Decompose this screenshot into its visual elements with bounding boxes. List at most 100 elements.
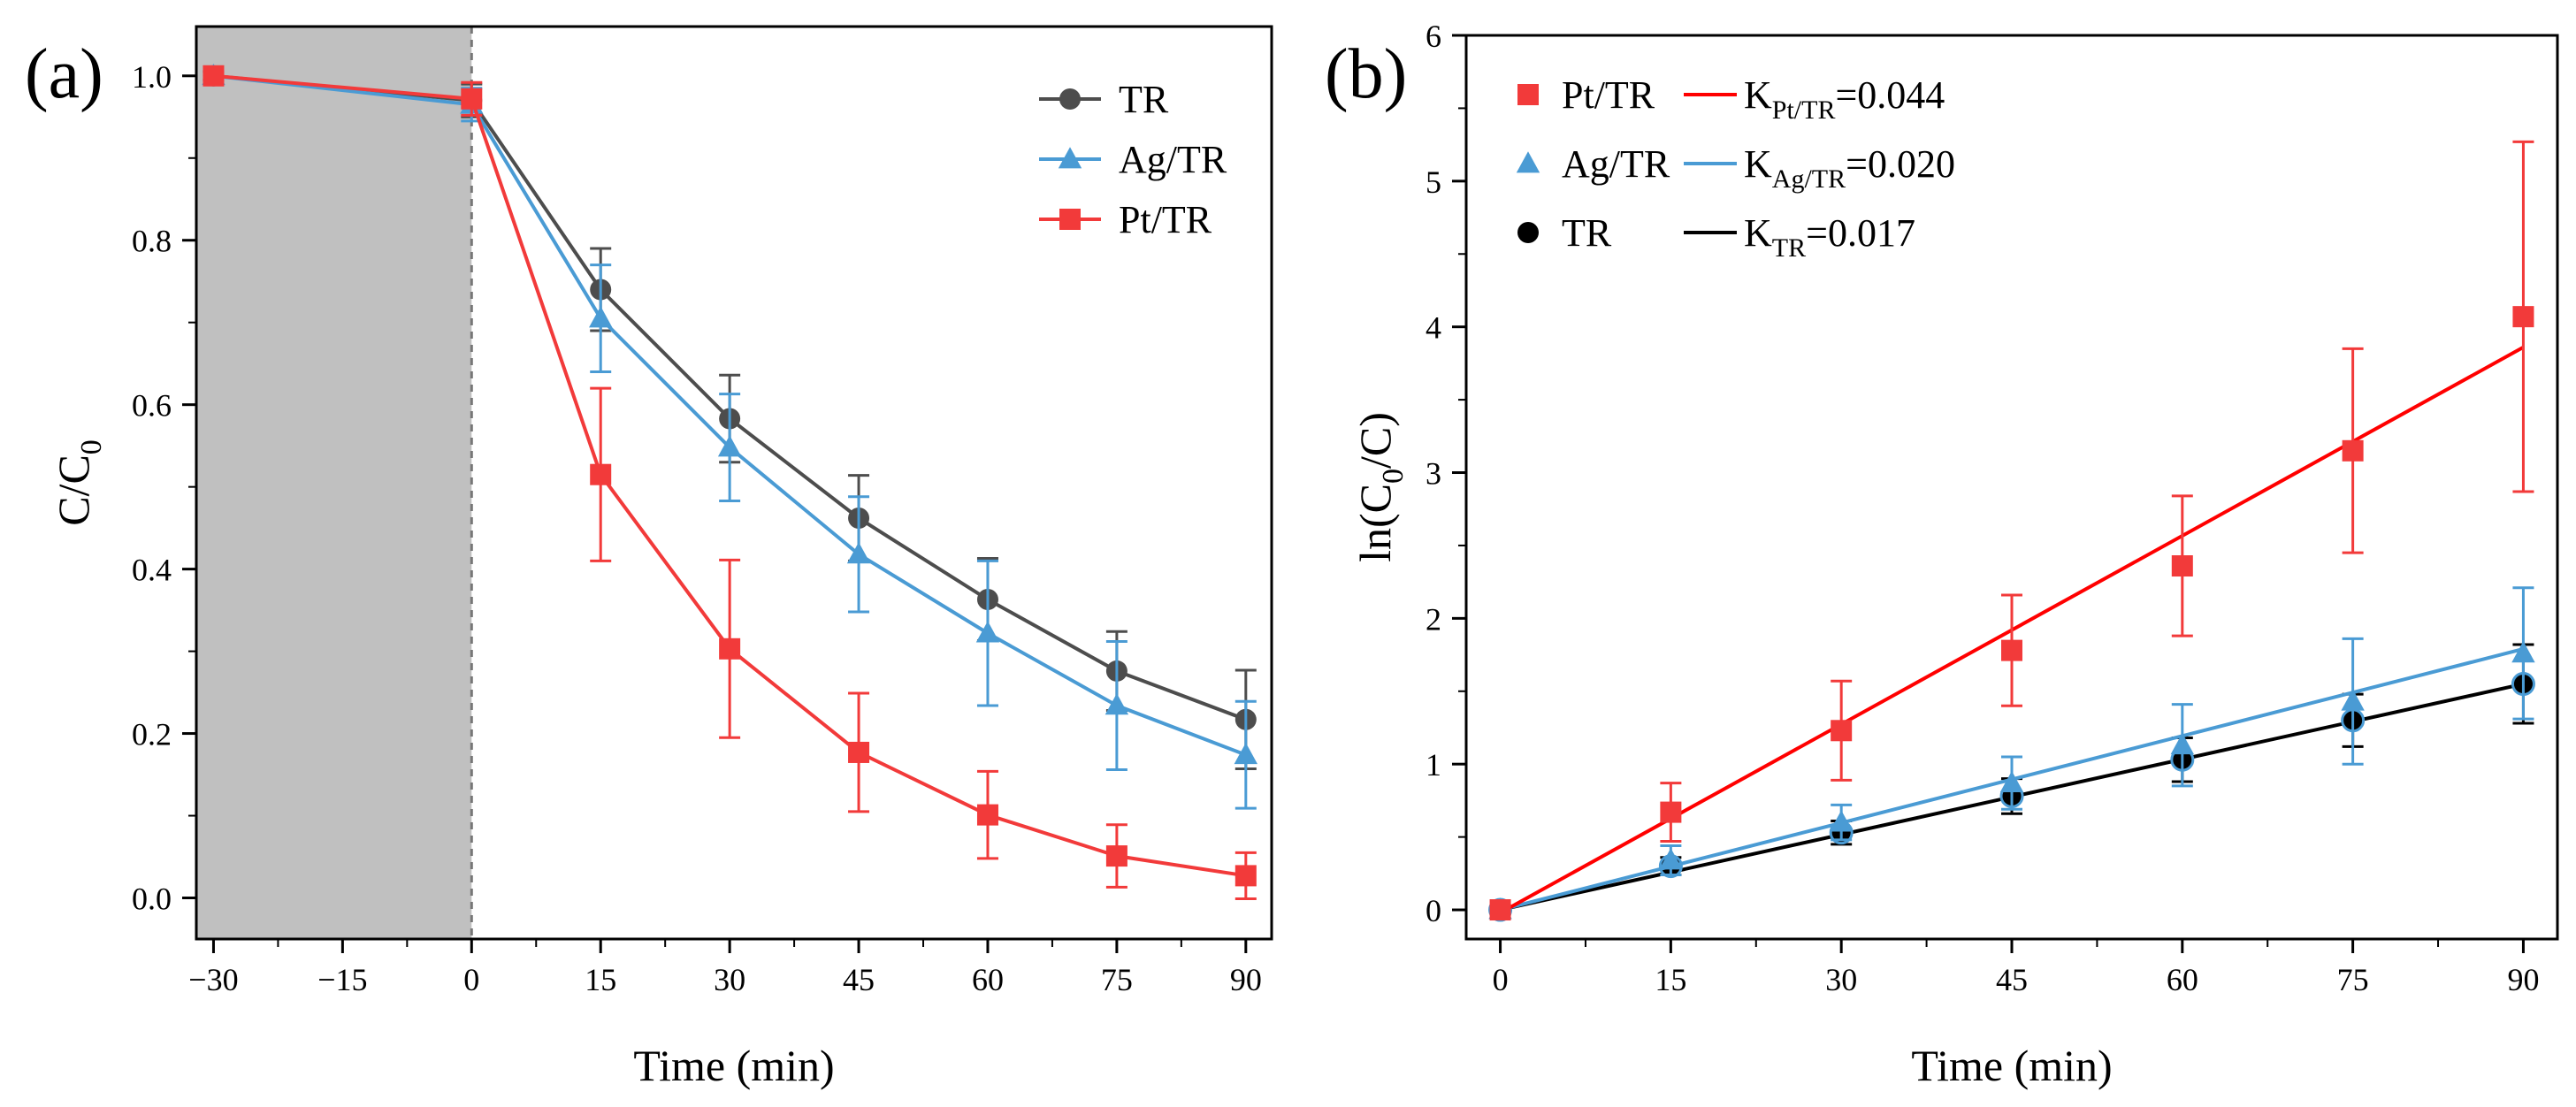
x-tick-label: 90 [2507,962,2539,997]
y-tick-label: 1.0 [132,59,172,95]
data-point [2001,639,2022,661]
data-point [1489,899,1511,921]
legend-item: Ag/TR [1039,138,1227,181]
legend-item: Pt/TR KPt/TR=0.044 [1517,73,1945,125]
data-point [719,637,741,660]
plot-frame [195,25,1273,941]
legend-item: TR [1039,78,1169,121]
y-tick-label: 0.0 [132,882,172,917]
panel-a-legend: TR Ag/TR Pt/TR [1039,78,1227,241]
data-point [717,435,742,457]
x-tick-label: 15 [1655,962,1686,997]
x-tick-label: −30 [188,962,238,997]
y-tick-label: 0.4 [132,553,172,588]
series-line [213,73,1247,757]
data-point [1105,845,1127,867]
legend-label: Pt/TR [1562,73,1655,117]
x-tick-label: 60 [972,962,1004,997]
data-point [203,65,225,87]
series-line [213,73,1247,721]
legend-item: Ag/TR KAg/TR=0.020 [1516,142,1955,194]
panel-a-label: (a) [25,35,103,113]
data-point [1659,848,1683,870]
legend-rate-constant: KAg/TR=0.020 [1744,142,1955,194]
legend-marker [1517,84,1539,105]
panel-a-ticks: −30 −15 0 15 30 45 60 75 90 0.0 0.2 0.4 0.6 0.8 1.0 [132,59,1262,997]
y-axis-title-prefix: ln(C [1350,484,1400,562]
x-tick-label: 75 [1101,962,1133,997]
legend-label: Ag/TR [1562,142,1670,186]
legend-item: TR KTR=0.017 [1517,211,1915,263]
legend-rate-constant: KTR=0.017 [1744,211,1915,263]
x-tick-label: 90 [1230,962,1262,997]
legend-rate-constant: KPt/TR=0.044 [1744,73,1945,125]
panel-a-series [202,63,1258,900]
series-pt-tr [1489,140,2534,921]
data-point [1234,742,1258,765]
panel-a-axes [195,25,1273,941]
data-point [2341,689,2365,711]
data-point [975,621,1000,643]
data-point [846,542,871,564]
panel-b-y-axis-title: ln(C0/C) [1350,412,1410,562]
rate-constant-subscript: Ag/TR [1772,164,1846,194]
panel-a-y-axis-title: C/C0 [49,439,108,526]
rate-constant-subscript: TR [1772,233,1806,263]
panel-a-chart: −30 −15 0 15 30 45 60 75 90 0.0 0.2 0.4 0.6 0.8 1.0 (a… [25,25,1273,1090]
y-axis-title-subscript: 0 [75,439,108,454]
data-point [1234,865,1257,887]
legend-label: Pt/TR [1119,198,1212,241]
data-point [589,306,613,328]
data-point [1999,770,2024,792]
panel-b-label: (b) [1325,35,1407,113]
data-point [2170,732,2195,755]
legend-marker [1059,209,1081,230]
x-tick-label: 75 [2337,962,2369,997]
legend-marker [1059,88,1081,110]
y-tick-label: 0.8 [132,224,172,259]
y-tick-label: 6 [1426,19,1441,54]
x-tick-label: 15 [585,962,616,997]
panel-b-series [1488,140,2535,922]
data-point [1660,801,1682,823]
x-tick-label: 45 [843,962,875,997]
data-point [2171,555,2193,577]
legend-label: Ag/TR [1119,138,1227,181]
rate-constant-symbol: K [1744,73,1772,117]
y-tick-label: 5 [1426,164,1441,200]
y-tick-label: 0 [1426,893,1441,928]
legend-label: TR [1562,211,1612,255]
x-tick-label: 0 [463,962,479,997]
data-point [2342,439,2364,462]
rate-constant-symbol: K [1744,211,1772,255]
legend-marker [1516,151,1540,173]
data-point [1831,720,1853,742]
y-tick-label: 0.2 [132,717,172,752]
y-tick-label: 2 [1426,601,1441,637]
x-tick-label: −15 [317,962,367,997]
panel-a-x-axis-title: Time (min) [633,1041,834,1090]
x-tick-label: 30 [1825,962,1857,997]
data-point [848,741,870,763]
x-tick-label: 0 [1493,962,1509,997]
dark-region-shade [196,27,472,939]
data-point [1829,810,1854,832]
rate-constant-value: =0.017 [1806,211,1915,255]
rate-constant-symbol: K [1744,142,1772,186]
legend-item: Pt/TR [1039,198,1212,241]
legend-marker [1058,147,1082,169]
panel-a-dark-region [196,27,473,939]
y-axis-title-subscript: 0 [1377,469,1410,484]
data-point [590,463,612,485]
data-point [976,804,998,826]
y-tick-label: 0.6 [132,388,172,424]
y-axis-title-suffix: /C) [1350,412,1400,469]
legend-marker [1517,222,1539,243]
legend-label: TR [1119,78,1169,121]
data-point [2511,641,2535,663]
y-tick-label: 1 [1426,747,1441,783]
rate-constant-value: =0.020 [1846,142,1955,186]
series-line [213,73,1247,878]
